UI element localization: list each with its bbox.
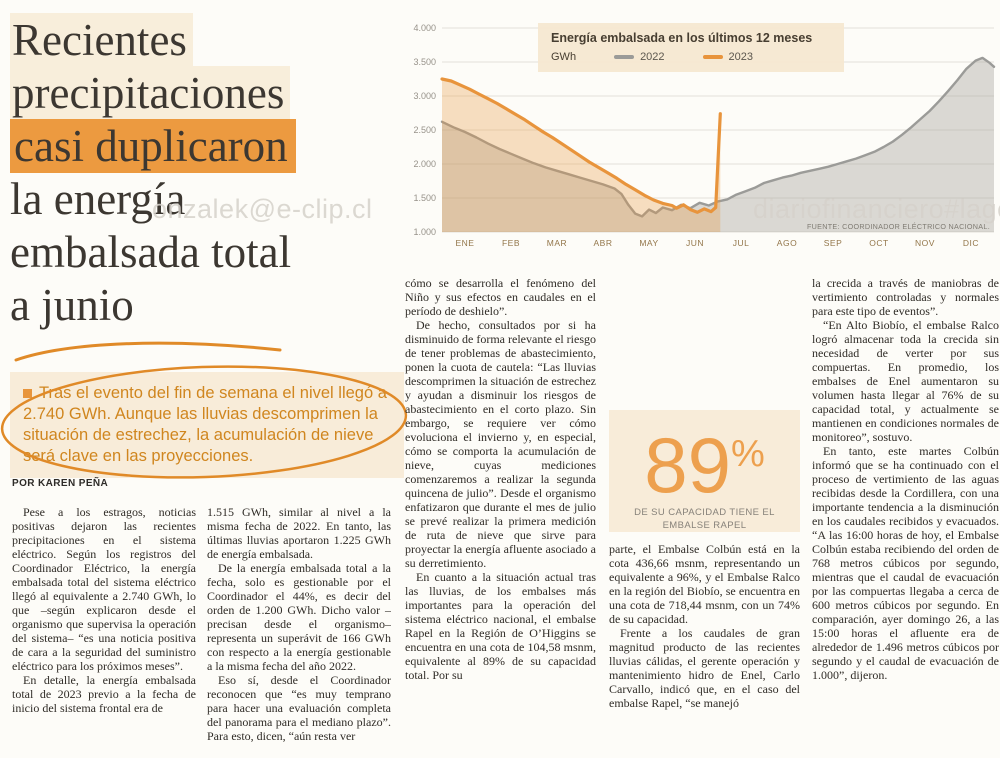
stat-caption-line-2: EMBALSE RAPEL [662,519,747,531]
body-paragraph: Frente a los caudales de gran magnitud p… [609,626,800,710]
svg-text:2.500: 2.500 [413,125,436,135]
body-column-4: parte, el Embalse Colbún está en la cota… [609,542,800,752]
body-paragraph: parte, el Embalse Colbún está en la cota… [609,542,800,626]
body-column-1: Pese a los estragos, noticias positivas … [12,505,196,750]
stat-unit: % [730,433,765,475]
lead-paragraph: Tras el evento del fin de semana el nive… [10,372,404,478]
headline-line-2: precipitaciones [10,66,406,120]
series-2023-swatch-icon [702,55,723,59]
body-column-2: 1.515 GWh, similar al nivel a la misma f… [207,505,391,750]
svg-text:1.500: 1.500 [413,193,436,203]
svg-text:OCT: OCT [869,238,888,248]
svg-text:4.000: 4.000 [413,23,436,33]
svg-text:SEP: SEP [824,238,843,248]
svg-text:AGO: AGO [777,238,797,248]
bullet-square-icon [23,389,32,398]
chart-title: Energía embalsada en los últimos 12 mese… [551,31,813,45]
headline-line-5: embalsada total [10,226,406,279]
stat-number: 89% [609,414,800,505]
body-paragraph: 1.515 GWh, similar al nivel a la misma f… [207,505,391,561]
headline-text: a junio [10,280,134,330]
headline-text: precipitaciones [10,66,291,120]
svg-text:1.000: 1.000 [413,227,436,237]
headline-text: embalsada total [10,227,292,277]
chart-legend-row: GWh 2022 2023 [551,51,831,63]
body-paragraph: De hecho, consultados por si ha disminui… [405,318,596,570]
series-2023-label: 2023 [728,51,754,63]
legend-item-2022: 2022 [614,51,665,63]
svg-text:FEB: FEB [502,238,520,248]
stat-caption-line-1: DE SU CAPACIDAD TIENE EL [634,507,775,518]
headline-underline-swoosh-icon [14,341,282,362]
headline-line-4: la energía [10,173,406,226]
svg-text:MAY: MAY [639,238,658,248]
svg-text:ABR: ABR [594,238,613,248]
body-paragraph: cómo se desarrolla el fenómeno del Niño … [405,276,596,318]
chart-energia-embalsada: 1.000 1.500 2.000 2.500 3.000 3.500 4.000 ENE FE… [408,10,1000,262]
svg-text:JUL: JUL [733,238,750,248]
body-paragraph: Eso sí, desde el Coordinador reconocen q… [207,673,391,743]
body-paragraph: En detalle, la energía embalsada total d… [12,673,196,715]
body-column-3: cómo se desarrolla el fenómeno del Niño … [405,276,596,752]
svg-text:ENE: ENE [456,238,475,248]
body-paragraph: De la energía embalsada total a la fecha… [207,561,391,673]
headline-text: la energía [10,174,186,224]
body-paragraph: En cuanto a la situación actual tras las… [405,570,596,682]
stat-value: 89 [644,421,731,509]
body-paragraph: Pese a los estragos, noticias positivas … [12,505,196,673]
chart-unit-label: GWh [551,51,577,63]
svg-text:3.000: 3.000 [413,91,436,101]
svg-text:3.500: 3.500 [413,57,436,67]
chart-source: FUENTE: COORDINADOR ELÉCTRICO NACIONAL. [806,222,990,231]
body-column-5: la crecida a través de maniobras de vert… [812,276,999,752]
headline-line-6: a junio [10,279,406,332]
byline: POR KAREN PEÑA [12,478,109,489]
lead-text: Tras el evento del fin de semana el nive… [23,384,387,465]
svg-text:JUN: JUN [686,238,704,248]
svg-text:NOV: NOV [915,238,935,248]
headline-highlight-text: casi duplicaron [10,119,296,173]
chart-legend: Energía embalsada en los últimos 12 mese… [538,23,844,72]
series-2022-swatch-icon [614,55,635,59]
headline-line-1: Recientes [10,13,406,67]
line-chart: 1.000 1.500 2.000 2.500 3.000 3.500 4.000 ENE FE… [413,23,996,248]
svg-text:MAR: MAR [547,238,567,248]
svg-text:2.000: 2.000 [413,159,436,169]
body-paragraph: “En Alto Biobío, el embalse Ralco logró … [812,318,999,444]
body-paragraph: la crecida a través de maniobras de vert… [812,276,999,318]
headline-line-3-highlighted: casi duplicaron [10,119,406,173]
legend-item-2023: 2023 [702,51,754,63]
headline-text: Recientes [10,13,193,67]
stat-caption: DE SU CAPACIDAD TIENE EL EMBALSE RAPEL [609,507,800,532]
stat-block-rapel-capacity: 89% DE SU CAPACIDAD TIENE EL EMBALSE RAP… [609,410,800,532]
svg-text:DIC: DIC [963,238,979,248]
series-2022-label: 2022 [640,51,665,63]
body-paragraph: En tanto, este martes Colbún informó que… [812,444,999,682]
headline: Recientes precipitaciones casi duplicaro… [10,13,406,332]
